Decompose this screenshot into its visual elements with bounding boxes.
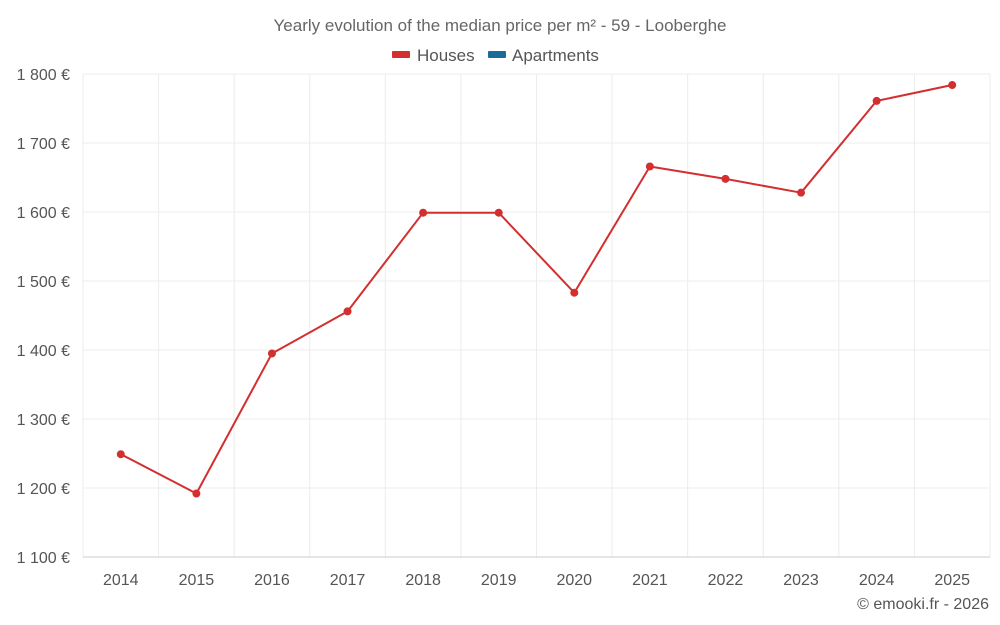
x-axis-ticks: 2014 2015 2016 2017 2018 2019 2020 2021 2022 2023… [103, 572, 970, 589]
legend-swatch-apartments[interactable] [488, 51, 506, 58]
data-point[interactable] [267, 349, 276, 358]
data-point[interactable] [116, 450, 125, 459]
y-tick-label: 1 500 € [17, 274, 70, 291]
x-tick-label: 2017 [330, 572, 366, 589]
data-point[interactable] [948, 81, 957, 90]
y-tick-label: 1 100 € [17, 550, 70, 567]
x-tick-label: 2021 [632, 572, 668, 589]
series-group [116, 81, 957, 498]
y-tick-label: 1 600 € [17, 205, 70, 222]
data-point[interactable] [494, 208, 503, 217]
legend: Houses Apartments [392, 46, 599, 65]
series-line-houses [120, 84, 953, 495]
data-point[interactable] [570, 288, 579, 297]
y-axis-ticks: 1 100 € 1 200 € 1 300 € 1 400 € 1 500 € 1 600… [17, 67, 70, 567]
y-tick-label: 1 700 € [17, 136, 70, 153]
x-tick-label: 2019 [481, 572, 517, 589]
data-point[interactable] [645, 162, 654, 171]
data-point[interactable] [721, 174, 730, 183]
x-tick-label: 2020 [556, 572, 592, 589]
x-gridlines [82, 74, 991, 557]
legend-swatch-houses[interactable] [392, 51, 410, 58]
x-tick-label: 2014 [103, 572, 139, 589]
legend-label-apartments[interactable]: Apartments [512, 46, 599, 65]
y-tick-label: 1 300 € [17, 412, 70, 429]
x-tick-label: 2022 [708, 572, 744, 589]
x-tick-label: 2018 [405, 572, 441, 589]
data-point[interactable] [419, 208, 428, 217]
x-tick-label: 2023 [783, 572, 819, 589]
x-tick-label: 2016 [254, 572, 290, 589]
data-point[interactable] [192, 489, 201, 498]
data-point[interactable] [797, 188, 806, 197]
y-tick-label: 1 400 € [17, 343, 70, 360]
x-tick-label: 2025 [934, 572, 970, 589]
credit-text: © emooki.fr - 2026 [857, 596, 989, 613]
y-tick-label: 1 800 € [17, 67, 70, 84]
y-tick-label: 1 200 € [17, 481, 70, 498]
data-point[interactable] [872, 96, 881, 105]
chart-title: Yearly evolution of the median price per… [274, 16, 727, 35]
legend-label-houses[interactable]: Houses [417, 46, 475, 65]
x-tick-label: 2024 [859, 572, 895, 589]
data-point[interactable] [343, 307, 352, 316]
x-tick-label: 2015 [179, 572, 215, 589]
